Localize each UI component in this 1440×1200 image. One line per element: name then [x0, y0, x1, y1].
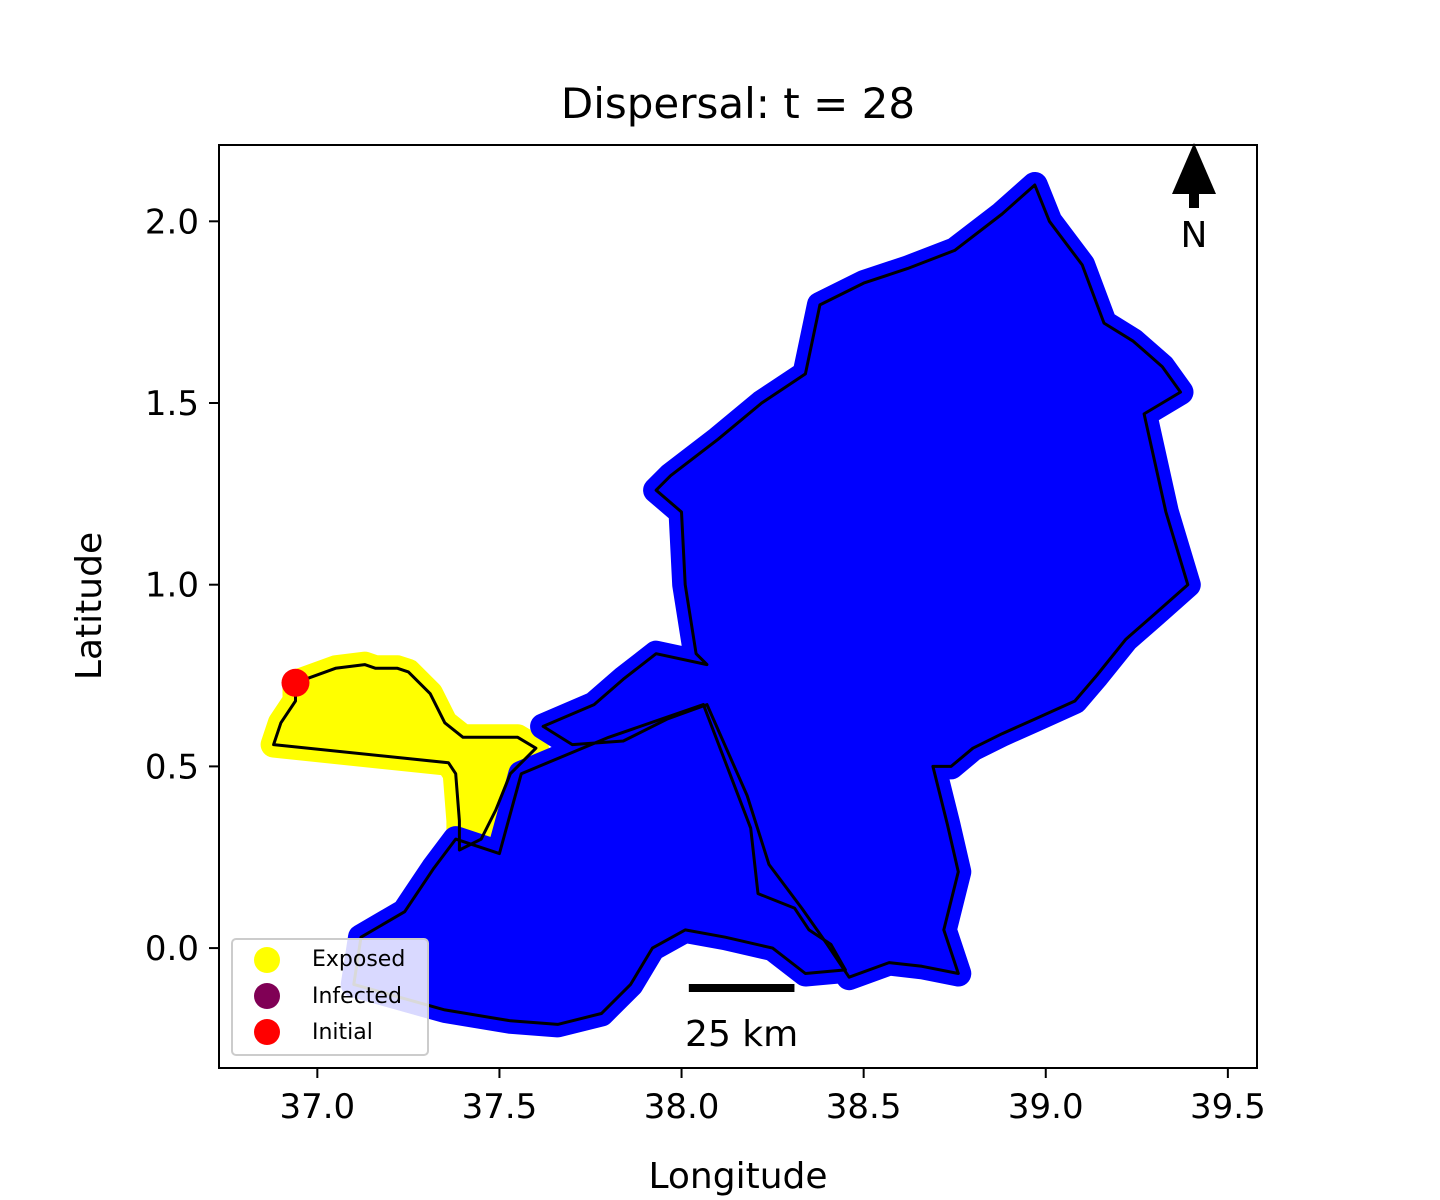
- scale-bar-label: 25 km: [685, 1014, 798, 1055]
- north-arrow-label: N: [1181, 215, 1208, 256]
- x-tick-label: 37.5: [462, 1087, 538, 1127]
- initial-point-marker: [281, 668, 310, 697]
- chart-title: Dispersal: t = 28: [561, 79, 915, 128]
- north-arrow: N: [1172, 143, 1216, 256]
- region-east-boundary: [541, 183, 1190, 979]
- region-west-boundary: [272, 663, 538, 852]
- x-axis-label: Longitude: [648, 1156, 827, 1197]
- x-tick-label: 39.0: [1008, 1087, 1084, 1127]
- legend-label-initial: Initial: [312, 1020, 373, 1045]
- y-tick-label: 2.0: [145, 202, 199, 242]
- x-tick-label: 37.0: [279, 1087, 355, 1127]
- legend-label-exposed: Exposed: [312, 947, 405, 972]
- x-tick-label: 38.5: [826, 1087, 902, 1127]
- legend-box: [231, 938, 429, 1056]
- y-tick-label: 0.0: [145, 929, 199, 969]
- north-arrow-shaft: [1189, 190, 1199, 208]
- x-axis: 37.0 37.5 38.0 38.5 39.0 39.5: [279, 1068, 1266, 1127]
- map-plot-area: [260, 172, 1201, 1038]
- legend: Exposed Infected Initial: [231, 938, 429, 1056]
- y-tick-label: 1.0: [145, 566, 199, 606]
- x-tick-label: 39.5: [1190, 1087, 1266, 1127]
- y-axis: 0.0 0.5 1.0 1.5 2.0: [145, 202, 219, 969]
- y-axis-label: Latitude: [69, 532, 110, 680]
- scale-bar: 25 km: [685, 984, 798, 1055]
- y-tick-label: 0.5: [145, 747, 199, 787]
- axes-frame: [218, 144, 1258, 1069]
- x-tick-label: 38.0: [644, 1087, 720, 1127]
- y-tick-label: 1.5: [145, 384, 199, 424]
- legend-marker-exposed: [254, 947, 280, 973]
- legend-marker-infected: [254, 983, 280, 1009]
- legend-marker-initial: [254, 1019, 280, 1045]
- legend-label-infected: Infected: [312, 984, 402, 1009]
- north-arrow-head-icon: [1172, 143, 1216, 194]
